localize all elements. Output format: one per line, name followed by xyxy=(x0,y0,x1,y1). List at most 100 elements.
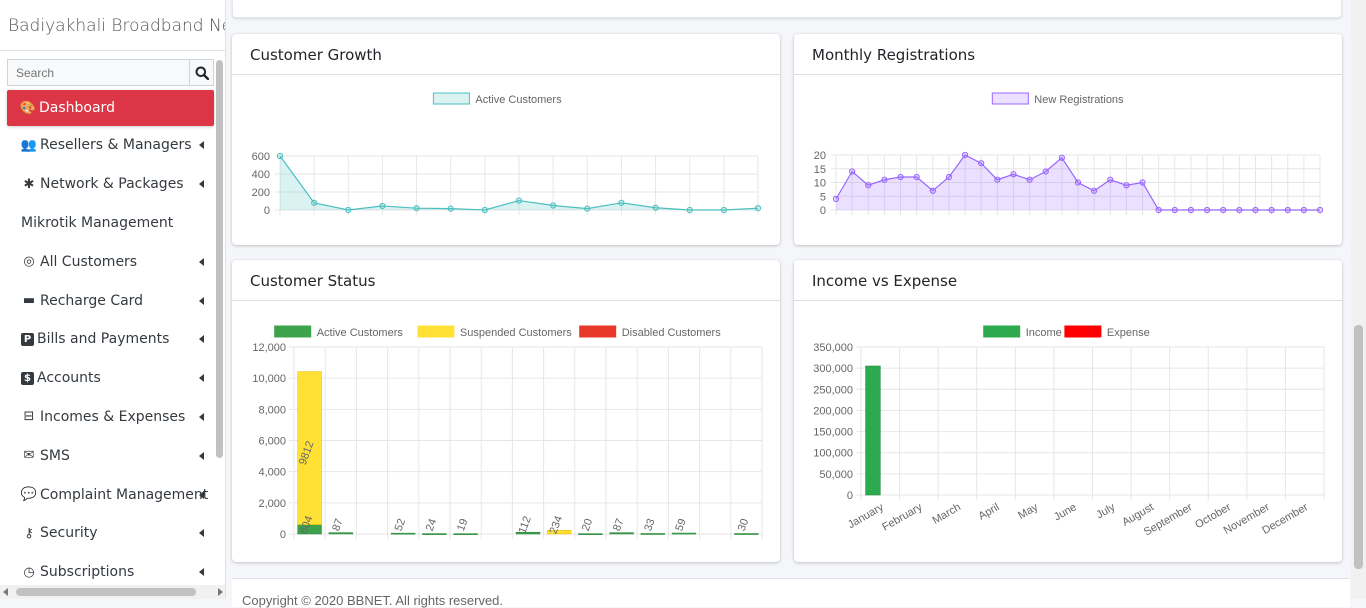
y-tick-label: 200 xyxy=(252,187,270,199)
page-scrollbar-thumb[interactable] xyxy=(1354,325,1363,569)
sidebar: Badiyakhali Broadband Network 🎨Dashboard… xyxy=(0,0,226,599)
sidebar-item-bills-and-payments[interactable]: P Bills and Payments xyxy=(7,320,214,359)
income-expense-chart: Income Expense 0 50,000 100,000 150,000 200,00… xyxy=(813,325,1325,539)
envelope-icon: ✉ xyxy=(23,448,35,464)
sidebar-item-label: Mikrotik Management xyxy=(21,214,174,231)
data-point xyxy=(1203,206,1211,214)
sidebar-search xyxy=(7,59,214,86)
y-tick-label: 350,000 xyxy=(813,342,853,354)
bar-data-label: 24 xyxy=(424,517,439,533)
sidebar-item-security[interactable]: ⚷ Security xyxy=(7,514,214,553)
customer-growth-chart: Active Customers 0 200 400 600 xyxy=(252,92,762,217)
caret-left-icon xyxy=(199,296,204,305)
legend-label: Income xyxy=(1026,327,1062,339)
data-point xyxy=(379,202,386,210)
minus-square-icon: ⊟ xyxy=(23,409,35,425)
data-point xyxy=(849,168,856,175)
sidebar-item-label: Accounts xyxy=(37,370,101,387)
sidebar-item-label: Incomes & Expenses xyxy=(40,408,186,425)
scrollbar-thumb[interactable] xyxy=(16,588,196,596)
data-point xyxy=(1268,206,1275,214)
income-bar xyxy=(865,365,881,496)
x-tick-label: January xyxy=(846,501,886,531)
footer: Copyright © 2020 BBNET. All rights reser… xyxy=(232,578,1350,608)
sidebar-item-accounts[interactable]: $ Accounts xyxy=(7,359,214,398)
sidebar-item-complaint-management[interactable]: 💬 Complaint Management xyxy=(7,475,214,514)
legend-label: Disabled Customers xyxy=(622,327,722,339)
sidebar-item-all-customers[interactable]: ◎ All Customers xyxy=(7,242,214,281)
sidebar-item-label: Dashboard xyxy=(39,100,115,116)
search-button[interactable] xyxy=(189,59,214,86)
y-tick-label: 250,000 xyxy=(813,384,853,396)
data-point xyxy=(515,197,523,204)
y-tick-label: 50,000 xyxy=(819,469,853,481)
caret-left-icon xyxy=(199,451,204,460)
bar-data-label: 59 xyxy=(673,517,688,533)
legend-label: New Registrations xyxy=(1034,94,1124,106)
data-point xyxy=(945,173,953,181)
bar-segment xyxy=(391,532,416,535)
y-tick-label: 20 xyxy=(814,150,826,162)
y-tick-label: 600 xyxy=(252,151,270,163)
sidebar-item-label: All Customers xyxy=(40,253,138,270)
y-tick-label: 100,000 xyxy=(813,448,853,460)
y-tick-label: 10,000 xyxy=(252,373,286,385)
scroll-left-arrow-icon[interactable] xyxy=(3,588,8,596)
data-point xyxy=(618,199,625,206)
sidebar-item-recharge-card[interactable]: ▬ Recharge Card xyxy=(7,281,214,320)
bar-segment xyxy=(422,533,447,535)
sidebar-item-resellers-managers[interactable]: 👥 Resellers & Managers xyxy=(7,126,214,165)
caret-left-icon xyxy=(199,529,204,538)
page-scrollbar[interactable] xyxy=(1351,0,1366,599)
data-point xyxy=(832,195,840,203)
clock-icon: ◷ xyxy=(23,564,35,580)
sidebar-item-network-packages[interactable]: ✱ Network & Packages xyxy=(7,165,214,204)
sidebar-scrollbar[interactable] xyxy=(216,60,223,458)
bar-segment xyxy=(734,533,759,535)
sidebar-item-label: Recharge Card xyxy=(40,292,144,309)
bar-segment xyxy=(515,531,541,535)
caret-left-icon xyxy=(199,257,204,266)
sidebar-item-subscriptions[interactable]: ◷ Subscriptions xyxy=(7,553,214,592)
parking-icon: P xyxy=(21,332,34,346)
y-tick-label: 300,000 xyxy=(813,363,853,375)
sidebar-item-sms[interactable]: ✉ SMS xyxy=(7,436,214,475)
y-tick-label: 6,000 xyxy=(258,436,286,448)
brand-title[interactable]: Badiyakhali Broadband Network xyxy=(0,0,225,51)
bar-data-label: 87 xyxy=(611,517,626,533)
sidebar-item-dashboard[interactable]: 🎨 Dashboard xyxy=(7,90,214,126)
bar-segment xyxy=(297,371,322,525)
search-input[interactable] xyxy=(7,59,189,86)
data-point xyxy=(994,176,1001,183)
data-point xyxy=(413,205,420,212)
data-point xyxy=(276,152,284,160)
legend-label: Active Customers xyxy=(317,327,404,339)
sidebar-nav: 🎨 Dashboard 👥 Resellers & Managers ✱ Network … xyxy=(7,90,214,592)
caret-left-icon xyxy=(199,141,204,150)
y-tick-label: 12,000 xyxy=(252,342,286,354)
y-tick-label: 0 xyxy=(847,490,853,502)
caret-left-icon xyxy=(199,335,204,344)
caret-left-icon xyxy=(199,180,204,189)
data-point xyxy=(1236,206,1243,214)
monthly-registrations-card: Monthly Registrations New Registrations 0… xyxy=(794,34,1342,245)
bar-data-label: 52 xyxy=(393,517,408,533)
y-tick-label: 15 xyxy=(814,164,826,176)
sidebar-horizontal-scrollbar[interactable] xyxy=(0,585,225,599)
y-tick-label: 0 xyxy=(264,205,270,217)
card-title: Customer Status xyxy=(232,260,780,301)
sidebar-item-mikrotik-management[interactable]: Mikrotik Management xyxy=(7,204,214,243)
legend-swatch xyxy=(274,325,312,338)
sidebar-item-incomes-expenses[interactable]: ⊟ Incomes & Expenses xyxy=(7,398,214,437)
bar-data-label: 234 xyxy=(548,514,566,535)
sidebar-item-label: Subscriptions xyxy=(40,564,135,581)
bar-data-label: 30 xyxy=(736,517,751,533)
card-title: Customer Growth xyxy=(232,34,780,75)
y-tick-label: 400 xyxy=(252,169,270,181)
bar-segment xyxy=(547,530,572,535)
legend-label: Suspended Customers xyxy=(460,327,572,339)
bar-data-label: 20 xyxy=(580,517,595,533)
scroll-right-arrow-icon[interactable] xyxy=(218,588,223,596)
data-point xyxy=(652,204,659,211)
data-point xyxy=(961,151,969,159)
